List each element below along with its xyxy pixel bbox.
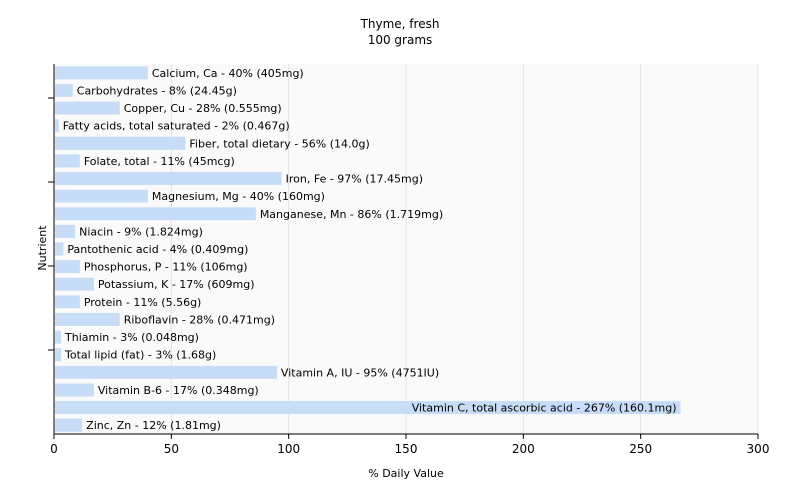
bar-label: Total lipid (fat) - 3% (1.68g) (64, 349, 216, 362)
bar (55, 66, 148, 80)
bar (55, 136, 186, 150)
bar (55, 119, 59, 133)
bar (55, 383, 94, 397)
axes: 0 50 100 150 200 250 300 (48, 64, 769, 456)
bar-label: Zinc, Zn - 12% (1.81mg) (86, 419, 221, 432)
bar (55, 154, 80, 168)
bar-label: Protein - 11% (5.56g) (84, 296, 202, 309)
x-tick-label: 0 (50, 442, 58, 456)
bar-label: Iron, Fe - 97% (17.45mg) (286, 173, 423, 186)
bar-label: Vitamin B-6 - 17% (0.348mg) (98, 384, 259, 397)
x-tick-label: 300 (747, 442, 770, 456)
bar (55, 348, 62, 362)
bar-label: Pantothenic acid - 4% (0.409mg) (67, 243, 248, 256)
bar (55, 401, 681, 415)
x-axis-label: % Daily Value (368, 467, 444, 480)
bar-label: Phosphorus, P - 11% (106mg) (84, 261, 248, 274)
bar (55, 295, 80, 309)
bar (55, 312, 120, 326)
bar (55, 242, 64, 256)
bar (55, 189, 148, 203)
bars: Calcium, Ca - 40% (405mg) Carbohydrates -… (55, 66, 681, 432)
bar-label: Fiber, total dietary - 56% (14.0g) (189, 137, 369, 150)
bar-label: Magnesium, Mg - 40% (160mg) (152, 190, 325, 203)
bar-label: Manganese, Mn - 86% (1.719mg) (260, 208, 443, 221)
bar-label: Riboflavin - 28% (0.471mg) (124, 313, 275, 326)
bar-label: Potassium, K - 17% (609mg) (98, 278, 255, 291)
chart-title-block: Thyme, fresh 100 grams (0, 16, 800, 48)
bar (55, 277, 94, 291)
chart-subtitle: 100 grams (367, 33, 433, 47)
bar (55, 172, 282, 186)
bar-label: Vitamin C, total ascorbic acid - 267% (1… (412, 402, 677, 415)
bar (55, 207, 256, 221)
chart-title: Thyme, fresh (360, 17, 440, 31)
x-tick-label: 50 (164, 442, 179, 456)
x-tick-label: 150 (395, 442, 418, 456)
bar (55, 418, 83, 432)
bar (55, 260, 80, 274)
x-tick-label: 250 (629, 442, 652, 456)
bar-label: Vitamin A, IU - 95% (4751IU) (281, 366, 439, 379)
bar-label: Copper, Cu - 28% (0.555mg) (124, 102, 282, 115)
bar-label: Carbohydrates - 8% (24.45g) (77, 84, 237, 97)
bar (55, 83, 73, 97)
bar (55, 330, 62, 344)
bar-label: Thiamin - 3% (0.048mg) (64, 331, 199, 344)
y-axis-label: Nutrient (36, 225, 49, 271)
bar-label: Folate, total - 11% (45mcg) (84, 155, 235, 168)
bar-label: Calcium, Ca - 40% (405mg) (152, 67, 304, 80)
bar-label: Niacin - 9% (1.824mg) (79, 225, 203, 238)
x-tick-label: 100 (277, 442, 300, 456)
x-tick-label: 200 (512, 442, 535, 456)
bar (55, 101, 120, 115)
bar-label: Fatty acids, total saturated - 2% (0.467… (63, 120, 290, 133)
bar (55, 365, 277, 379)
bar (55, 224, 76, 238)
